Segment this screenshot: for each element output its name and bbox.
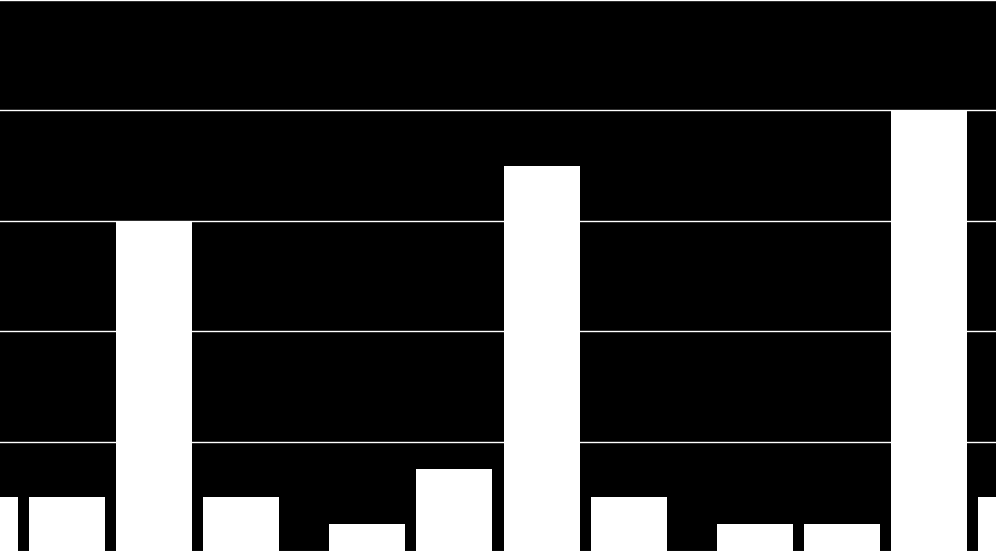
Bar — [804, 524, 879, 552]
Bar — [330, 524, 405, 552]
Bar — [416, 469, 492, 552]
Bar — [890, 110, 967, 552]
Bar — [978, 497, 996, 552]
Bar — [504, 166, 580, 552]
Bar — [29, 497, 106, 552]
Bar — [117, 221, 192, 552]
Bar — [716, 524, 793, 552]
Bar — [0, 497, 18, 552]
Bar — [203, 497, 280, 552]
Bar — [591, 497, 666, 552]
